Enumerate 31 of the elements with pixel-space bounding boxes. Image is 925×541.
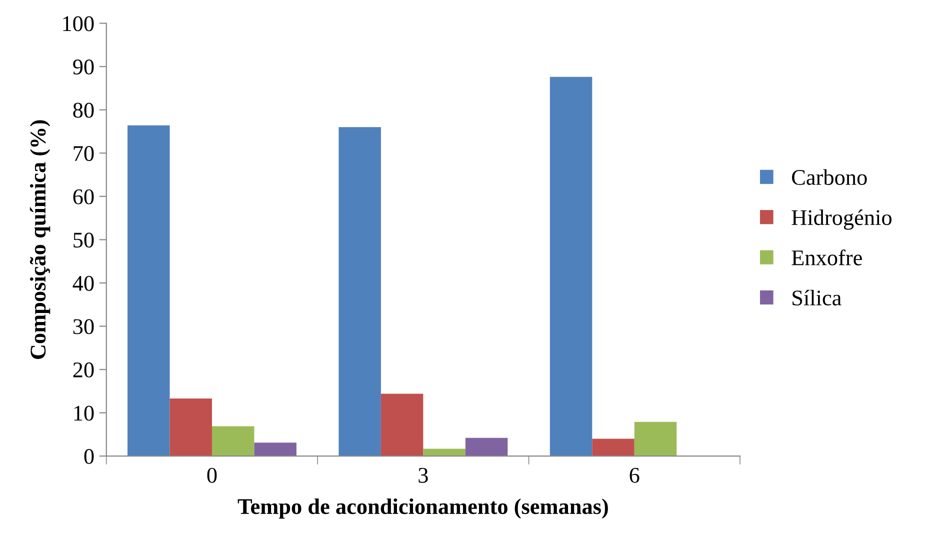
bar bbox=[170, 398, 212, 456]
bar bbox=[338, 127, 381, 456]
legend-label: Hidrogénio bbox=[792, 209, 892, 230]
y-tick-label: 80 bbox=[73, 102, 94, 118]
y-tick-label: 40 bbox=[72, 276, 94, 291]
x-tick-label: 0 bbox=[207, 468, 217, 483]
y-tick-label: 90 bbox=[73, 59, 94, 74]
bar bbox=[254, 442, 296, 456]
bar bbox=[127, 125, 170, 456]
bar bbox=[380, 394, 424, 456]
y-axis-title: Composição química (%) bbox=[30, 120, 50, 359]
legend-label: Carbono bbox=[792, 169, 867, 185]
y-tick-label: 60 bbox=[73, 189, 94, 204]
y-tick-label: 20 bbox=[73, 362, 94, 378]
bar bbox=[634, 422, 677, 456]
y-tick-label: 50 bbox=[74, 232, 94, 248]
y-tick-label: 30 bbox=[73, 319, 94, 334]
legend-label: Sílica bbox=[792, 290, 842, 306]
legend-label: Enxofre bbox=[792, 249, 862, 266]
y-tick-label: 10 bbox=[74, 406, 94, 421]
y-tick-label: 70 bbox=[74, 146, 94, 162]
bar bbox=[465, 438, 508, 456]
y-tick-label: 100 bbox=[63, 16, 94, 32]
bar bbox=[592, 438, 634, 456]
bar bbox=[212, 426, 254, 456]
y-tick-label: 0 bbox=[84, 448, 94, 464]
x-tick-label: 6 bbox=[630, 468, 640, 483]
bar bbox=[550, 76, 592, 456]
x-axis-title: Tempo de acondicionamento (semanas) bbox=[238, 498, 608, 519]
x-tick-label: 3 bbox=[418, 468, 428, 483]
bar bbox=[423, 448, 466, 456]
